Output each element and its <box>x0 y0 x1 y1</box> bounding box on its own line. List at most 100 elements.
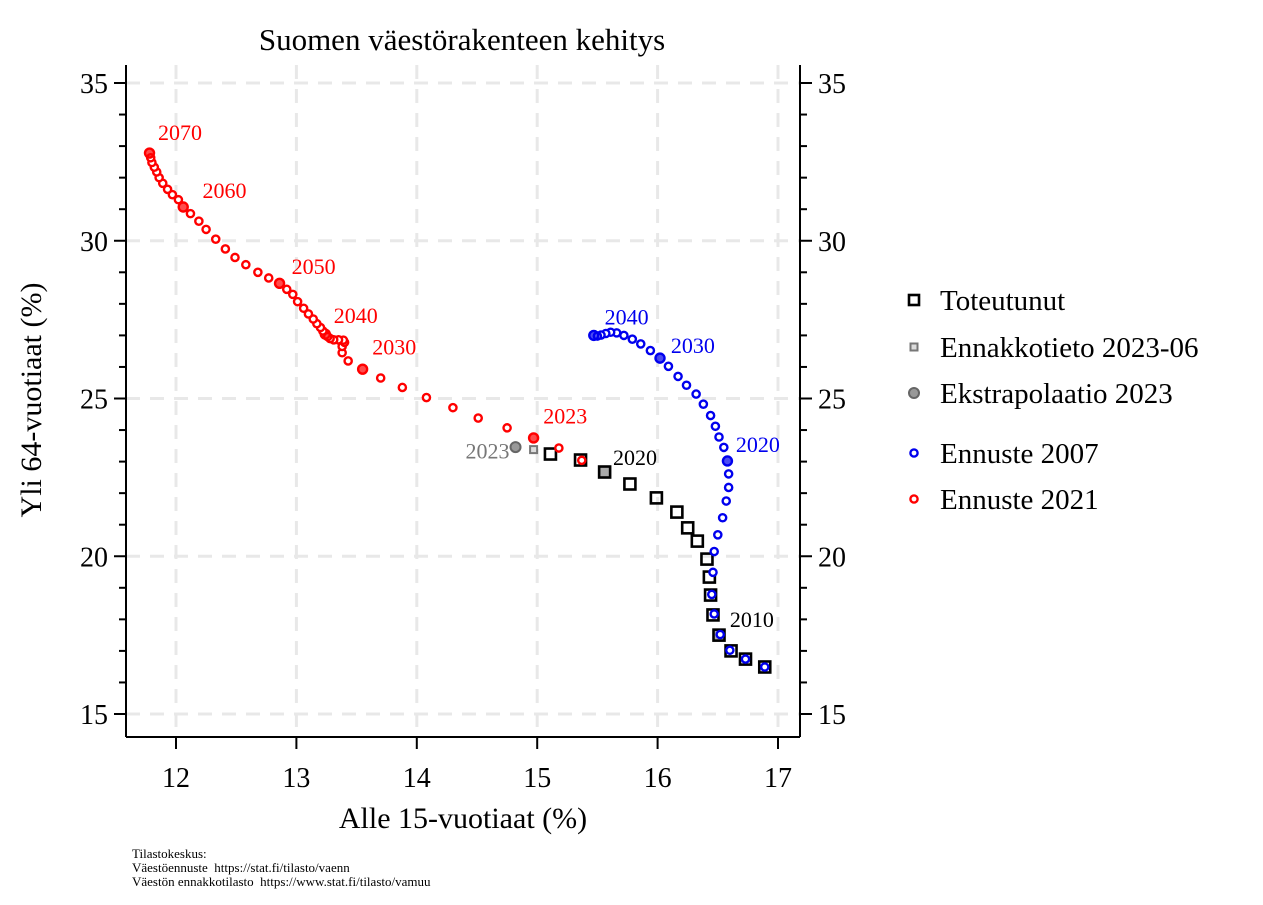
forecast-2021-point <box>527 432 540 444</box>
forecast-2021-point <box>502 423 512 433</box>
forecast-2021-point <box>263 273 274 283</box>
forecast-2007-point <box>709 546 719 557</box>
forecast-2007-point <box>588 329 600 342</box>
forecast-2021-point <box>230 252 240 263</box>
chart-title: Suomen väestörakenteen kehitys <box>259 22 665 57</box>
forecast-2007-point <box>691 389 701 399</box>
year-label: 2023 <box>466 438 510 463</box>
legend-label: Toteutunut <box>940 285 1065 317</box>
legend-square-icon <box>907 293 921 307</box>
forecast-2021-point <box>554 443 564 453</box>
observed-square <box>738 652 753 666</box>
y-tick-label-right: 25 <box>818 385 846 416</box>
observed-square <box>757 660 772 674</box>
forecast-2021-point <box>397 382 408 393</box>
legend-label: Ennuste 2007 <box>940 438 1099 470</box>
year-label: 2010 <box>730 607 774 632</box>
forecast-2007-point <box>717 512 728 523</box>
forecast-2021-point <box>576 455 587 466</box>
forecast-2007-point <box>721 496 732 506</box>
forecast-2021-point <box>298 303 309 314</box>
forecast-2021-point <box>162 184 173 195</box>
x-tick-label: 15 <box>523 763 551 794</box>
year-label: 2023 <box>543 404 587 429</box>
year-label: 2040 <box>334 303 378 328</box>
forecast-2021-point <box>201 224 211 235</box>
year-label: 2050 <box>292 254 336 279</box>
y-tick-label-left: 15 <box>80 700 108 731</box>
observed-square <box>700 552 714 566</box>
forecast-2021-point <box>177 201 189 213</box>
forecast-2021-point <box>220 244 231 254</box>
y-tick-label-left: 30 <box>80 227 108 258</box>
forecast-2021-point <box>273 277 286 290</box>
legend-circle-icon <box>909 494 919 504</box>
year-label: 2020 <box>613 445 657 470</box>
forecast-2021-point <box>356 363 369 375</box>
forecast-2007-point <box>635 339 646 349</box>
year-label: 2030 <box>671 333 715 358</box>
legend: Toteutunut Ennakkotieto 2023-06 Ekstrapola… <box>907 285 1199 516</box>
forecast-2007-point <box>627 334 638 344</box>
observed-square <box>680 521 695 535</box>
forecast-2007-point <box>708 567 718 578</box>
forecast-2021-point <box>194 216 204 226</box>
forecast-2021-point <box>287 289 298 300</box>
y-tick-label-right: 35 <box>818 69 846 100</box>
observed-square <box>597 465 612 479</box>
footer-source-title: Tilastokeskus: <box>132 846 207 861</box>
forecast-2021-point <box>241 259 251 270</box>
forecast-2007-point <box>740 654 751 664</box>
legend-circle-icon <box>909 448 919 458</box>
forecast-2021-point <box>292 296 303 307</box>
forecast-2007-point <box>645 345 656 356</box>
forecast-2007-point <box>673 371 683 382</box>
forecast-2007-point <box>654 352 666 364</box>
forecast-2007-point <box>698 399 709 409</box>
x-tick-label: 16 <box>644 763 672 794</box>
year-label: 2060 <box>202 178 246 203</box>
forecast-2021-point <box>185 208 196 219</box>
forecast-2007-point <box>705 410 716 421</box>
forecast-2021-point <box>448 402 458 413</box>
y-tick-label-right: 30 <box>818 227 846 258</box>
forecast-2007-point <box>681 380 692 391</box>
observed-square <box>670 505 684 519</box>
forecast-2007-point <box>709 609 719 619</box>
observed-square <box>623 477 637 491</box>
forecast-2021-point <box>210 234 221 244</box>
source-footer: Tilastokeskus: Väestöennuste https://sta… <box>132 847 430 889</box>
forecast-2007-point <box>759 662 770 672</box>
forecast-2021-point <box>173 194 184 205</box>
y-tick-label-left: 25 <box>80 385 108 416</box>
observed-square <box>690 534 705 548</box>
x-tick-label: 12 <box>162 763 190 794</box>
forecast-2021-point <box>253 267 263 278</box>
observed-square <box>649 491 664 505</box>
forecast-2021-point <box>375 373 386 383</box>
year-label: 2020 <box>736 432 780 457</box>
forecast-2007-point <box>715 629 726 640</box>
extrapolation-2023-point <box>509 441 522 454</box>
forecast-2007-point <box>721 455 734 467</box>
forecast-2007-point <box>723 482 734 493</box>
axes: 12 13 14 15 16 17 15 15 20 20 25 25 30 30 35 35 <box>80 65 846 794</box>
legend-label: Ekstrapolaatio 2023 <box>940 378 1173 410</box>
forecast-2007-point <box>710 421 721 432</box>
y-tick-label-left: 35 <box>80 69 108 100</box>
x-tick-label: 17 <box>764 763 792 794</box>
forecast-2007-point <box>725 645 735 656</box>
x-tick-label: 14 <box>403 763 431 794</box>
forecast-2021-point <box>143 147 156 159</box>
legend-filled-circle-icon <box>908 387 920 399</box>
annotations: 2070 2060 2050 2040 2030 2023 2023 2020 2010 2040… <box>158 120 780 632</box>
preliminary-2023-square <box>529 445 539 455</box>
y-axis-label: Yli 64-vuotiaat (%) <box>15 283 48 518</box>
legend-label: Ennuste 2021 <box>940 484 1099 516</box>
x-tick-label: 13 <box>282 763 310 794</box>
grid <box>126 65 800 737</box>
forecast-2007-point <box>713 529 723 540</box>
observed-square <box>543 447 558 461</box>
y-tick-label-right: 15 <box>818 700 846 731</box>
